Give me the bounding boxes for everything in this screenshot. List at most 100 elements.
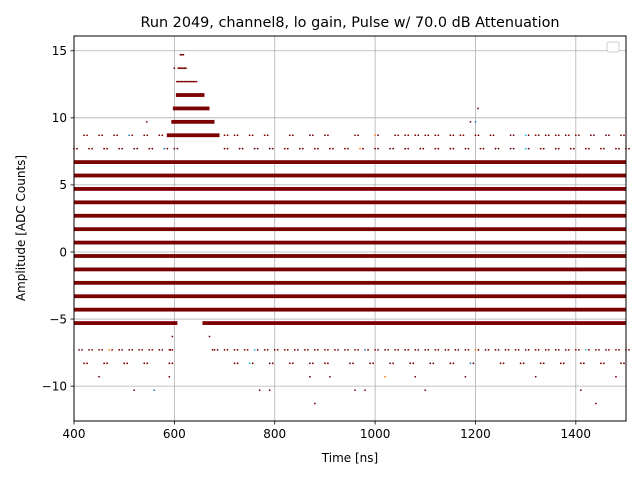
- data-point: [387, 349, 390, 351]
- data-point: [407, 134, 410, 137]
- data-point: [394, 349, 397, 351]
- pulse-point: [169, 349, 172, 351]
- data-point: [392, 147, 395, 150]
- data-point: [288, 134, 291, 137]
- data-point: [615, 147, 617, 150]
- pulse-point: [183, 67, 186, 70]
- data-point: [176, 147, 179, 150]
- data-point: [116, 134, 119, 137]
- data-point: [163, 147, 166, 150]
- data-point: [288, 362, 291, 365]
- data-point: [256, 147, 259, 150]
- data-point: [537, 134, 540, 137]
- data-point: [88, 147, 90, 150]
- data-point: [131, 134, 134, 137]
- data-point: [600, 147, 602, 150]
- data-point: [539, 362, 542, 365]
- data-point: [605, 349, 607, 351]
- data-point: [554, 349, 557, 351]
- y-axis: −10 −5 0 5 10 15: [42, 44, 74, 393]
- data-point: [369, 362, 371, 365]
- data-point: [472, 362, 475, 365]
- data-point: [404, 134, 407, 137]
- data-point: [564, 349, 567, 351]
- data-point: [608, 134, 610, 137]
- data-point: [474, 134, 477, 137]
- data-point: [419, 147, 422, 150]
- data-point: [449, 147, 452, 150]
- data-point: [512, 134, 515, 137]
- data-point: [141, 349, 144, 351]
- data-point: [467, 147, 470, 150]
- data-point: [537, 349, 540, 351]
- data-point: [542, 147, 545, 150]
- data-point: [171, 349, 174, 351]
- x-axis-label: Time [ns]: [321, 451, 378, 465]
- data-point: [357, 134, 359, 137]
- data-point: [384, 349, 387, 351]
- data-point: [166, 147, 169, 150]
- x-tick-label: 600: [163, 427, 186, 441]
- data-point: [469, 120, 472, 123]
- data-point: [389, 147, 392, 150]
- data-point: [81, 349, 83, 351]
- data-point: [103, 147, 106, 150]
- data-point: [101, 349, 104, 351]
- data-point: [291, 362, 294, 365]
- data-point: [133, 147, 136, 150]
- data-point: [527, 134, 530, 137]
- data-point: [253, 147, 256, 150]
- data-point: [600, 362, 602, 365]
- data-point: [544, 349, 547, 351]
- level-band: [74, 160, 626, 164]
- data-point: [88, 349, 90, 351]
- data-point: [286, 349, 289, 351]
- data-point: [603, 362, 605, 365]
- data-point: [477, 107, 479, 110]
- data-point: [427, 134, 430, 137]
- data-point: [248, 134, 251, 137]
- data-point: [522, 362, 525, 365]
- data-point: [327, 134, 329, 137]
- data-point: [479, 147, 482, 150]
- data-point: [313, 402, 316, 405]
- data-point: [459, 134, 462, 137]
- data-point: [592, 134, 595, 137]
- data-point: [103, 362, 106, 365]
- x-tick-label: 400: [63, 427, 86, 441]
- pulse-point: [211, 349, 214, 351]
- level-band: [74, 294, 626, 299]
- pulse-point: [180, 67, 183, 70]
- data-point: [354, 349, 356, 351]
- data-point: [407, 147, 410, 150]
- data-point: [452, 362, 455, 365]
- data-point: [377, 134, 380, 137]
- data-point: [427, 349, 430, 351]
- level-band: [74, 213, 626, 218]
- data-point: [344, 349, 346, 351]
- data-point: [474, 120, 477, 123]
- data-point: [579, 389, 582, 392]
- level-band: [74, 187, 626, 191]
- data-point: [354, 134, 356, 137]
- data-point: [509, 134, 512, 137]
- data-point: [564, 134, 567, 137]
- data-point: [424, 134, 427, 137]
- data-point: [223, 349, 226, 351]
- level-band: [74, 227, 626, 232]
- pulse-band: [175, 93, 205, 97]
- data-point: [128, 134, 131, 137]
- data-point: [161, 134, 164, 137]
- data-point: [161, 349, 164, 351]
- data-point: [263, 134, 266, 137]
- data-point: [577, 349, 580, 351]
- data-point: [316, 349, 319, 351]
- y-tick-label: 0: [59, 245, 67, 259]
- x-tick-label: 1000: [360, 427, 391, 441]
- data-point: [83, 362, 85, 365]
- data-point: [83, 134, 85, 137]
- data-point: [145, 120, 148, 123]
- data-point: [332, 147, 334, 150]
- data-point: [248, 362, 251, 365]
